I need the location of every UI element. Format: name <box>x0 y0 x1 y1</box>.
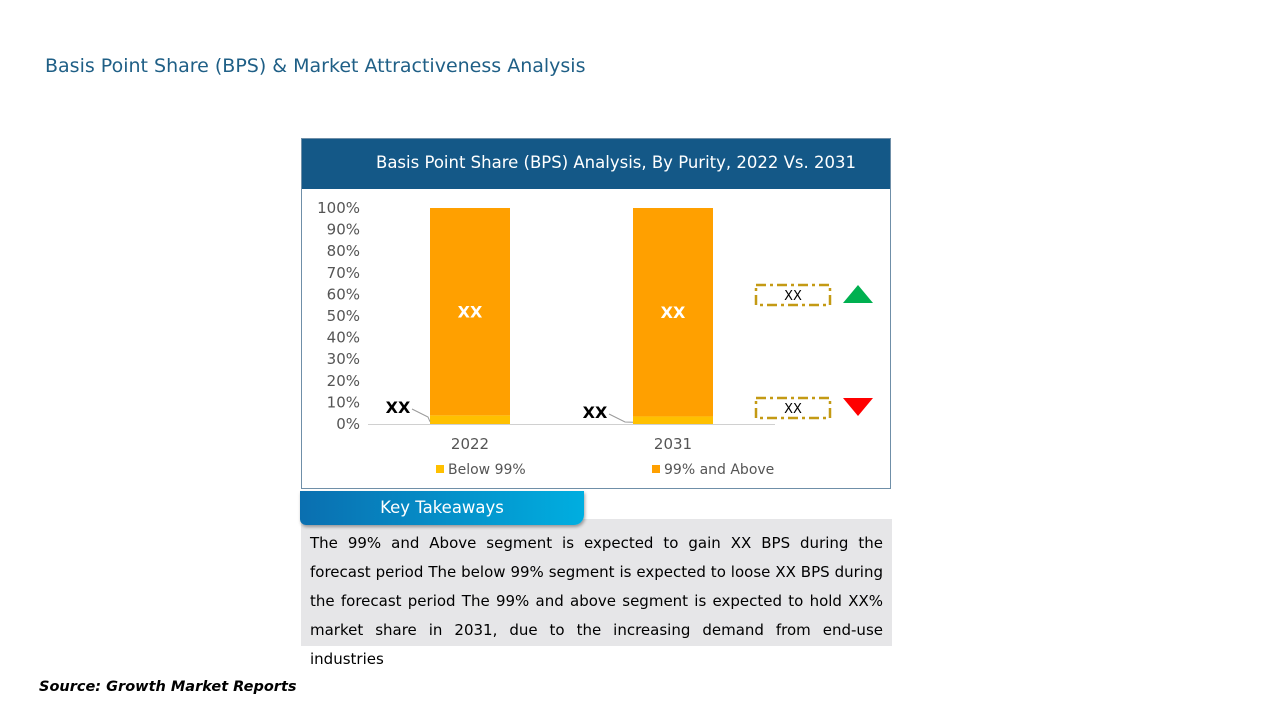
y-tick-label: 10% <box>327 393 360 411</box>
y-tick-label: 70% <box>327 264 360 282</box>
y-tick-label: 0% <box>336 415 360 433</box>
indicator-label: XX <box>784 402 802 417</box>
indicator-box <box>754 283 832 307</box>
legend-swatch <box>652 465 660 473</box>
legend-label: Below 99% <box>448 462 526 478</box>
y-tick-label: 30% <box>327 350 360 368</box>
chart-panel: Basis Point Share (BPS) Analysis, By Pur… <box>301 138 891 489</box>
data-label: XX <box>458 303 483 322</box>
y-tick-label: 60% <box>327 285 360 303</box>
y-tick-label: 20% <box>327 372 360 390</box>
data-label: XX <box>386 398 411 417</box>
y-tick-label: 40% <box>327 329 360 347</box>
data-label: XX <box>661 303 686 322</box>
legend-label: 99% and Above <box>664 462 774 478</box>
leader-line <box>411 408 431 422</box>
legend-swatch <box>436 465 444 473</box>
y-tick-label: 90% <box>327 221 360 239</box>
leader-line <box>608 413 634 423</box>
bar-99-and-above <box>633 208 713 417</box>
triangle-down-icon <box>843 398 873 416</box>
x-tick-label: 2031 <box>654 435 692 453</box>
source-note: Source: Growth Market Reports <box>39 679 297 695</box>
takeaways-text: The 99% and Above segment is expected to… <box>301 519 892 668</box>
indicator-box <box>754 396 832 420</box>
x-tick-label: 2022 <box>451 435 489 453</box>
bar-99-and-above <box>430 208 510 416</box>
bps-chart: 0% 10% 20% 30% 40% 50% 60% 70% 80% 90% 100% XX XX 202… <box>317 199 873 478</box>
triangle-up-icon <box>843 285 873 303</box>
indicator-label: XX <box>784 289 802 304</box>
y-tick-label: 100% <box>317 199 360 217</box>
bar-below-99 <box>430 415 510 424</box>
bar-below-99 <box>633 416 713 424</box>
y-tick-label: 50% <box>327 307 360 325</box>
y-tick-label: 80% <box>327 242 360 260</box>
page-title: Basis Point Share (BPS) & Market Attract… <box>45 55 586 77</box>
chart-title: Basis Point Share (BPS) Analysis, By Pur… <box>302 139 890 189</box>
data-label: XX <box>583 403 608 422</box>
key-takeaways-tab: Key Takeaways <box>300 491 584 525</box>
